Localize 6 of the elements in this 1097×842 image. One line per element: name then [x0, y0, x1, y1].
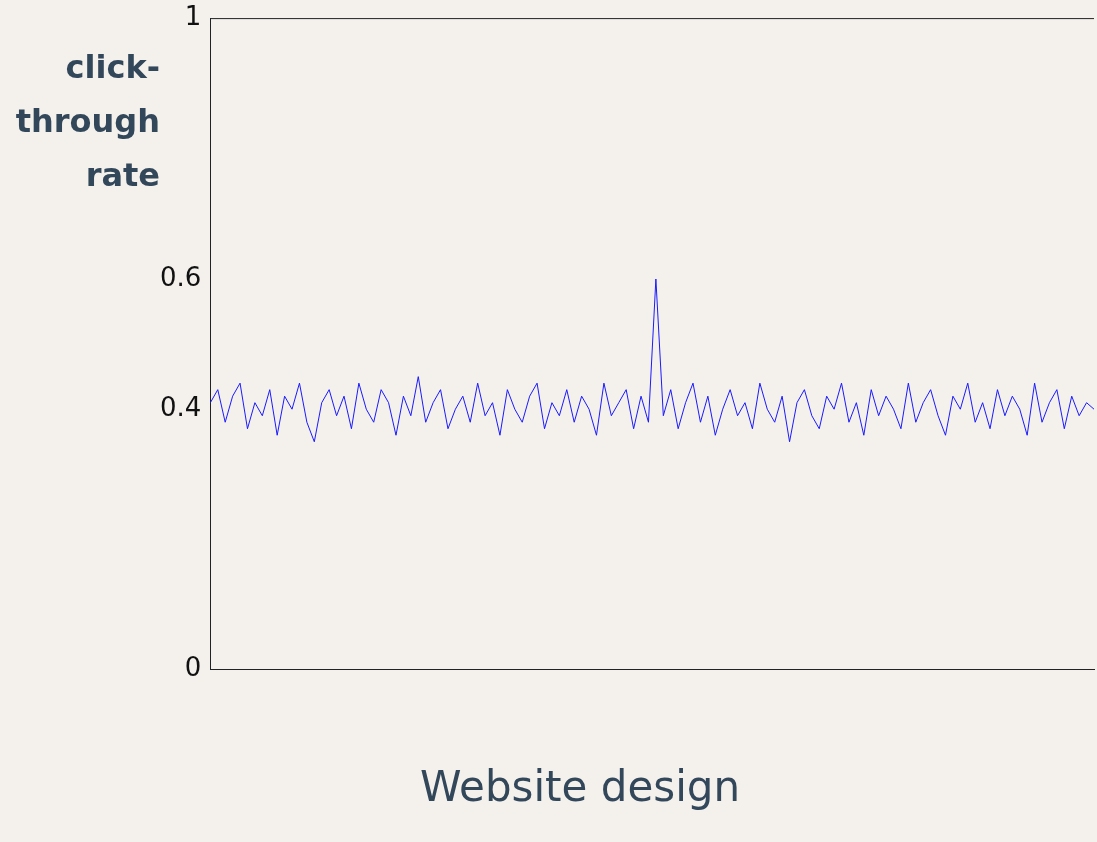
y-tick-label: 1	[184, 1, 202, 32]
y-tick-label: 0.4	[159, 391, 202, 422]
y-tick-label: 0	[184, 652, 202, 683]
y-tick-label: 0.6	[159, 261, 202, 292]
y-axis-title: click-through rate	[14, 47, 160, 196]
x-axis-title: Website design	[420, 762, 741, 811]
